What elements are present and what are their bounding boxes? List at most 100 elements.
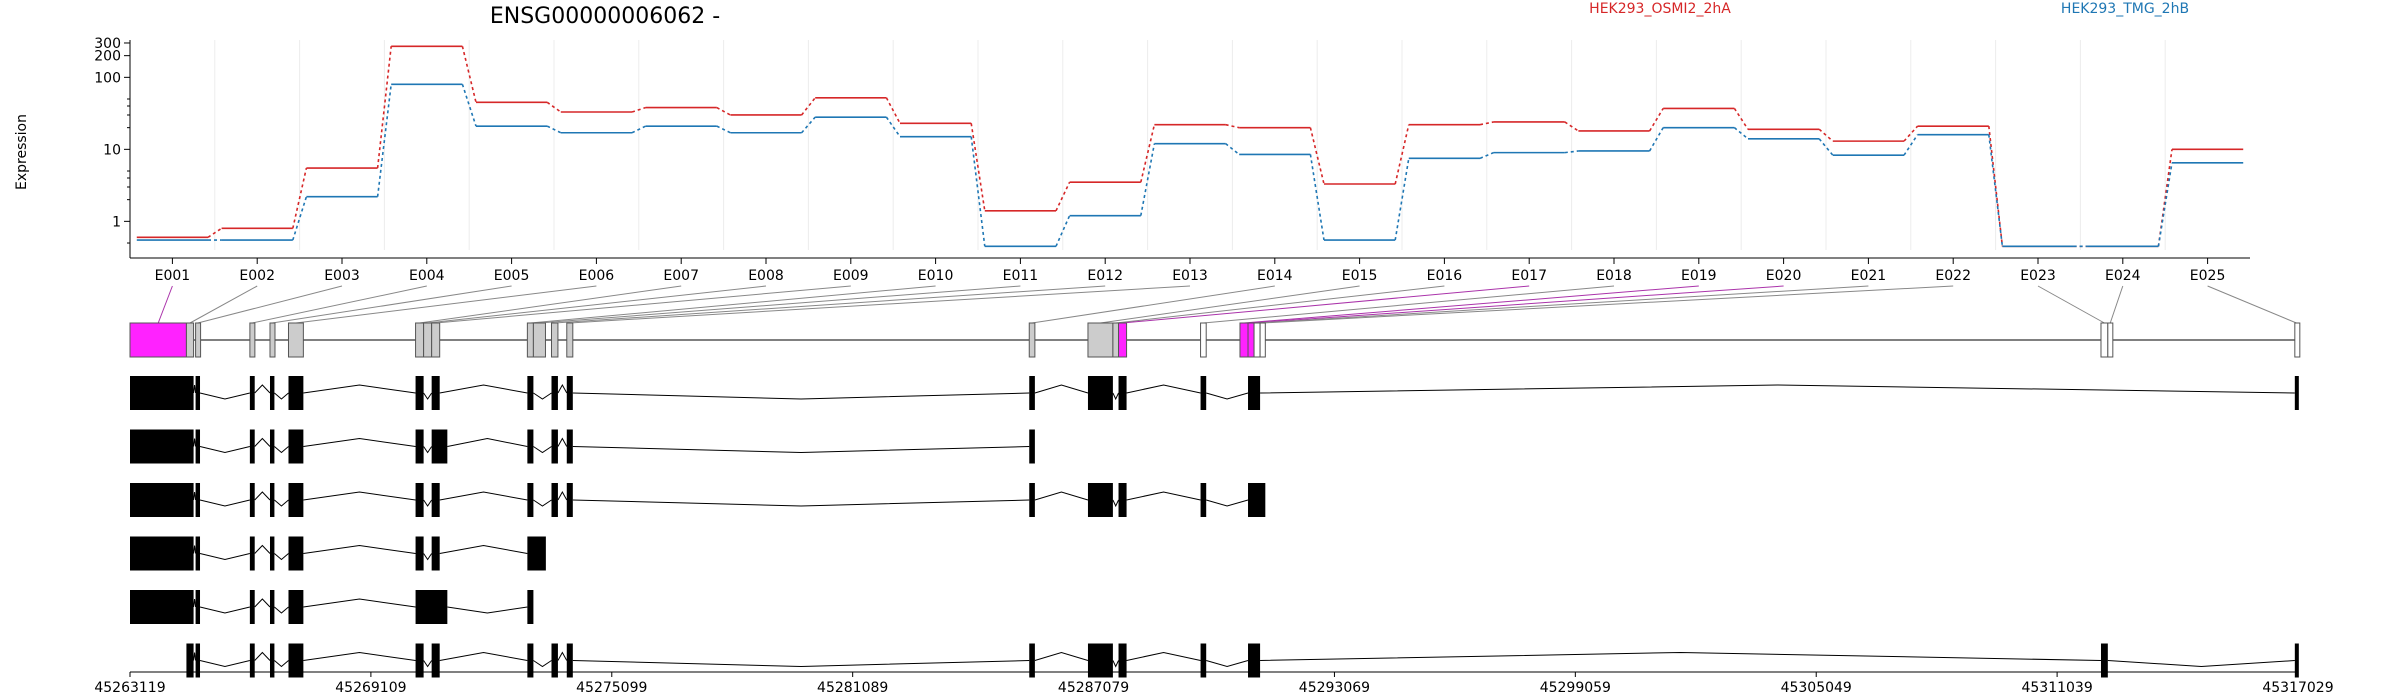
transcript-exon [415,643,424,678]
intron-line [423,446,433,454]
transcript-exon [551,429,558,464]
intron-line [439,491,528,501]
intron-line [274,606,289,614]
exon-connector [419,285,682,324]
transcript-exon [1118,643,1127,678]
transcript-exon [2100,643,2108,678]
intron-line [533,660,552,668]
series-connector [1479,151,1494,160]
intron-line [199,446,250,454]
exon-label: E008 [748,268,784,284]
transcript-exon [1029,643,1035,678]
intron-line [1112,392,1119,401]
transcript-exon [249,376,255,410]
intron-line [557,437,568,447]
expression-series [136,45,2244,248]
intron-line [447,606,528,614]
intron-line [274,660,289,668]
series [136,83,2244,248]
intron-line [1112,499,1119,508]
exon-label: E016 [1427,268,1463,284]
exon-label: E025 [2190,268,2226,284]
transcript-exon [195,590,201,624]
intron-line [423,660,433,668]
transcript-exon [1248,376,1261,410]
exon-label: E018 [1596,268,1632,284]
transcript-exon [551,376,558,410]
series-connector [1903,134,1919,156]
exon-box [249,322,256,358]
exon-box [423,322,433,358]
exon-connector [1031,285,1275,324]
transcript-exon [1029,429,1035,464]
intron-line [439,544,528,554]
transcript-exon [2294,376,2299,410]
exon-box [532,322,546,358]
intron-line [1034,384,1089,394]
transcript-exon [431,536,440,571]
series-connector [546,101,562,113]
series-connector [1733,127,1749,140]
exon-label: E014 [1257,268,1293,284]
series-connector [207,227,223,238]
exon-label: E023 [2020,268,2056,284]
intron-line [439,384,528,394]
transcript-exon [431,483,440,517]
y-tick-label: 1 [112,214,121,230]
series-connector [1564,121,1579,132]
transcript-exon [431,429,448,464]
coord-tick-label: 45287079 [1058,680,1129,696]
intron-line [199,660,250,668]
intron-line [1112,660,1119,668]
coord-tick-label: 45305049 [1781,680,1852,696]
exon-connector [1115,285,1445,324]
transcript-exon [249,429,255,464]
exon-label: E017 [1511,268,1547,284]
intron-line [303,598,416,608]
transcript-exon [566,429,573,464]
exon-box [526,322,534,358]
transcript-exon [1087,483,1113,517]
exon-connector [2109,285,2124,324]
exon-label: E009 [833,268,869,284]
transcript-exon [1248,483,1266,517]
y-axis-label: Expression [14,114,30,190]
exon-connector [252,285,427,324]
coord-tick-label: 45281089 [817,680,888,696]
transcript-exon [130,483,194,517]
series-connector [1225,123,1240,129]
transcript-exon [130,590,194,624]
exon-box [431,322,441,358]
intron-line [439,651,528,661]
transcript-exon [431,376,440,410]
transcript-exon [288,483,304,517]
transcript-exon [269,376,275,410]
intron-line [193,384,197,394]
series-connector [970,123,986,211]
intron-line [1260,384,2295,394]
intron-line [557,490,568,501]
exon-box [269,322,276,358]
exon-box [1087,322,1114,358]
series-connector [461,84,477,127]
exon-connector [272,285,512,324]
intron-line [2107,660,2295,668]
exon-connector [1257,285,1869,324]
series-connector [716,106,731,116]
transcript-exon [288,429,304,464]
intron-line [533,446,552,454]
transcript-exon [415,590,448,624]
transcript-exon [269,643,275,678]
exon-box [2294,322,2301,358]
transcript-exon [415,429,424,464]
series-connector [1309,154,1325,241]
exon-connector [197,285,343,324]
intron-line [1206,392,1249,400]
transcript-exon [130,429,194,464]
y-tick-label: 100 [94,70,121,86]
series-connector [1225,143,1240,156]
exon-label: E001 [155,268,191,284]
exon-label: E011 [1003,268,1039,284]
exon-label: E015 [1342,268,1378,284]
exon-box [129,322,187,358]
